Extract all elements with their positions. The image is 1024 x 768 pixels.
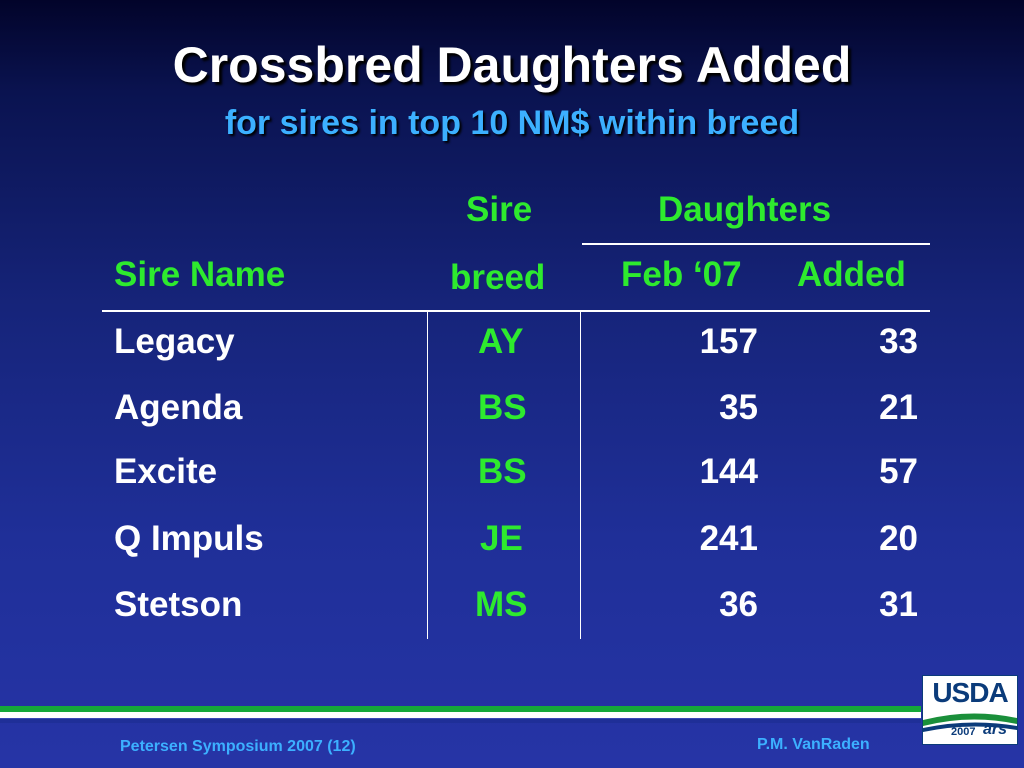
row-name: Agenda xyxy=(114,388,243,427)
row-name: Q Impuls xyxy=(114,519,264,558)
row-breed: AY xyxy=(478,322,524,361)
header-sire-breed-line2: breed xyxy=(450,258,546,297)
row-added: 20 xyxy=(879,519,918,558)
footer-blue-stripe xyxy=(0,718,921,723)
row-added: 21 xyxy=(879,388,918,427)
row-feb07: 144 xyxy=(699,452,758,491)
header-separator xyxy=(102,310,930,312)
ars-mark: ars xyxy=(983,721,1008,738)
slide-title: Crossbred Daughters Added xyxy=(172,37,852,93)
column-divider-2 xyxy=(580,311,581,639)
row-added: 31 xyxy=(879,585,918,624)
usda-swoosh-icon xyxy=(923,713,1017,732)
footer-green-stripe xyxy=(0,706,921,712)
row-name: Stetson xyxy=(114,585,243,624)
row-breed: JE xyxy=(480,519,523,558)
row-added: 57 xyxy=(879,452,918,491)
column-divider-1 xyxy=(427,311,428,639)
daughters-underline xyxy=(582,243,930,245)
usda-year: 2007 xyxy=(951,726,976,738)
header-added: Added xyxy=(797,255,906,294)
footer-white-stripe xyxy=(0,712,921,718)
row-breed: BS xyxy=(478,388,527,427)
header-feb07: Feb ‘07 xyxy=(621,255,742,294)
usda-logo: USDA 2007 ars xyxy=(922,675,1018,745)
header-sire-name: Sire Name xyxy=(114,255,286,294)
row-feb07: 241 xyxy=(699,519,758,558)
row-added: 33 xyxy=(879,322,918,361)
header-sire-breed-line1: Sire xyxy=(466,190,533,229)
row-feb07: 36 xyxy=(719,585,758,624)
row-feb07: 35 xyxy=(719,388,758,427)
footer-event-label: Petersen Symposium 2007 (12) xyxy=(120,738,356,755)
row-feb07: 157 xyxy=(699,322,758,361)
row-name: Excite xyxy=(114,452,218,491)
row-breed: MS xyxy=(475,585,528,624)
row-name: Legacy xyxy=(114,322,235,361)
row-breed: BS xyxy=(478,452,527,491)
header-daughters: Daughters xyxy=(658,190,832,229)
footer-author: P.M. VanRaden xyxy=(757,736,870,753)
usda-wordmark: USDA xyxy=(932,677,1008,708)
slide-subtitle: for sires in top 10 NM$ within breed xyxy=(224,104,800,142)
